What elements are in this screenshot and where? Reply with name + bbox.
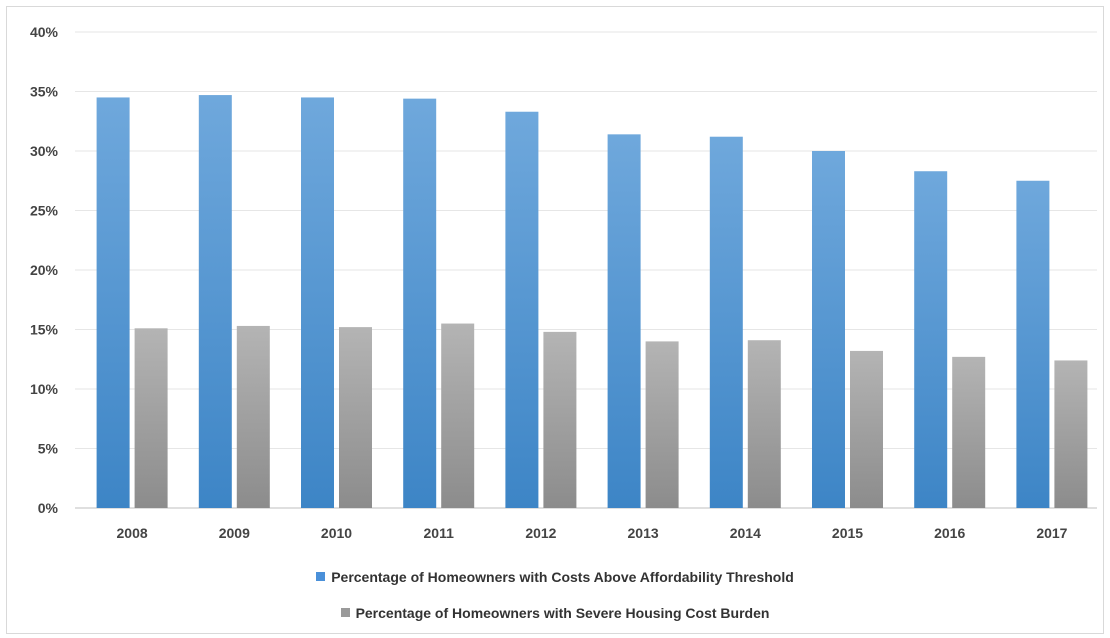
legend-label-1: Percentage of Homeowners with Costs Abov… bbox=[331, 568, 794, 585]
legend-entry-1: Percentage of Homeowners with Costs Abov… bbox=[0, 568, 1110, 585]
x-tick-label: 2012 bbox=[525, 525, 556, 541]
y-tick-label: 25% bbox=[30, 203, 59, 219]
y-tick-label: 30% bbox=[30, 143, 59, 159]
bar-above-threshold bbox=[505, 111, 539, 508]
x-tick-label: 2016 bbox=[934, 525, 965, 541]
bar-severe-burden bbox=[543, 331, 577, 508]
legend-swatch-gray bbox=[340, 608, 350, 617]
bar-above-threshold bbox=[403, 98, 437, 508]
bar-above-threshold bbox=[812, 151, 845, 508]
x-tick-label: 2013 bbox=[628, 525, 659, 541]
x-tick-label: 2008 bbox=[117, 525, 148, 541]
bar-above-threshold bbox=[709, 136, 743, 508]
bar-chart: 0%5%10%15%20%25%30%35%40% 2008 2009 2010 20… bbox=[30, 24, 1097, 541]
x-tick-label: 2017 bbox=[1036, 525, 1067, 541]
y-tick-label: 15% bbox=[30, 322, 59, 338]
x-tick-label: 2015 bbox=[832, 525, 863, 541]
bar-severe-burden bbox=[952, 356, 986, 508]
bar-above-threshold bbox=[96, 97, 130, 508]
bar-above-threshold bbox=[198, 95, 232, 508]
y-tick-label: 20% bbox=[30, 262, 59, 278]
bar-above-threshold bbox=[301, 97, 334, 508]
bar-above-threshold bbox=[1016, 180, 1050, 508]
legend-entry-2: Percentage of Homeowners with Severe Hou… bbox=[0, 604, 1110, 621]
bar-severe-burden bbox=[236, 325, 270, 508]
bar-severe-burden bbox=[134, 328, 168, 508]
bar-severe-burden bbox=[645, 341, 679, 508]
y-tick-label: 10% bbox=[30, 381, 59, 397]
x-tick-label: 2014 bbox=[730, 525, 761, 541]
bar-severe-burden bbox=[747, 340, 781, 508]
bar-severe-burden bbox=[339, 327, 372, 508]
y-tick-label: 0% bbox=[38, 500, 59, 516]
bar-above-threshold bbox=[607, 134, 641, 508]
legend-label-2: Percentage of Homeowners with Severe Hou… bbox=[355, 604, 770, 621]
bars bbox=[96, 95, 1088, 509]
bar-severe-burden bbox=[441, 323, 475, 508]
x-tick-label: 2011 bbox=[424, 525, 455, 541]
x-tick-label: 2009 bbox=[219, 525, 250, 541]
x-tick-label: 2010 bbox=[321, 525, 352, 541]
y-axis: 0% 5% 10% 15% 20% 25% 30% 35% 40% bbox=[30, 24, 59, 516]
bar-above-threshold bbox=[914, 171, 948, 509]
y-tick-label: 5% bbox=[38, 441, 59, 457]
x-axis: 2008 2009 2010 2011 2012 2013 2014 2015 2016 2017 bbox=[117, 525, 1068, 541]
bar-severe-burden bbox=[850, 350, 883, 508]
y-tick-label: 35% bbox=[30, 84, 59, 100]
legend-swatch-blue bbox=[316, 572, 326, 581]
bar-severe-burden bbox=[1054, 360, 1088, 508]
y-tick-label: 40% bbox=[30, 24, 59, 40]
